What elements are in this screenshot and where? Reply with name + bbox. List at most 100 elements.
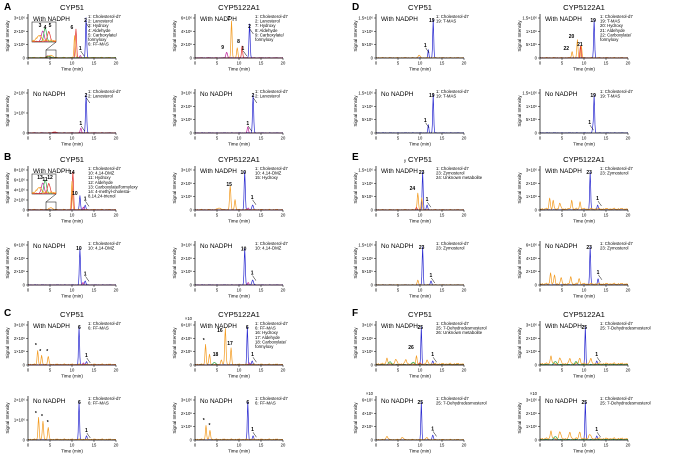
condition-label: With NADPH: [381, 168, 418, 175]
subplot-C-cyp5122-with: 0 5 10 15 20 Time (min) 0 2×10⁵ 4×10⁵ 6×10⁵ ×10 Sig…: [172, 316, 288, 379]
trace-red: [539, 45, 629, 59]
y-tick-label: 3×10⁶: [526, 323, 537, 328]
legend-entry: 7: Hydroxy: [255, 23, 276, 28]
trace-orange: [27, 350, 116, 366]
y-tick-label: 1×10⁶: [526, 349, 537, 354]
y-tick-label: 3×10⁶: [526, 168, 537, 173]
y-tick-label: 0: [535, 283, 538, 288]
condition-label: With NADPH: [200, 16, 237, 23]
x-axis-label: Time (min): [573, 449, 595, 454]
legend-entry: 14: 4-methyl-cholesta-: [88, 189, 131, 194]
y-tick-label: 4×10⁶: [181, 29, 192, 34]
y-tick-label: 5×10⁵: [362, 42, 373, 47]
peak-label: *: [35, 343, 37, 349]
x-tick-label: 20: [462, 443, 467, 448]
panel-letter-b: B: [4, 152, 11, 163]
trace-green: [375, 361, 465, 366]
x-tick-label: 20: [626, 61, 631, 66]
x-tick-label: 0: [539, 61, 542, 66]
legend-entry: 25: 7-Dehydrodesmosterol: [436, 326, 487, 331]
legend-entry: 10: 4,14-DMZ: [255, 171, 282, 176]
y-axis-label: Signal Intensity: [353, 20, 358, 52]
legend-entry: 11: Hydroxy: [88, 175, 111, 180]
peak-label: 23: [586, 170, 592, 176]
legend-entry: 6: FF-MAS: [255, 326, 276, 331]
x-tick-label: 10: [70, 288, 75, 293]
subplot-C-cyp5122-no: 0 5 10 15 20 Time (min) 0 1×10⁶ 2×10⁶ 3×10⁶ Signal…: [172, 396, 288, 454]
legend-entry: 25: 7-Dehydrodesmosterol: [600, 401, 651, 406]
x-tick-label: 15: [604, 443, 609, 448]
x-tick-label: 0: [27, 288, 30, 293]
panel-letter-d: D: [352, 2, 359, 13]
peak-label: 17: [227, 341, 233, 347]
condition-label: With NADPH: [545, 168, 582, 175]
y-tick-label: 0: [535, 438, 538, 443]
condition-label: With NADPH: [200, 168, 237, 175]
legend-entry: 2: Lanosterol: [255, 19, 280, 24]
condition-label: No NADPH: [545, 91, 578, 98]
legend-entry: 23: Zymosterol: [436, 246, 464, 251]
y-tick-label: 0: [535, 363, 538, 368]
x-tick-label: 15: [259, 61, 264, 66]
peak-pointer: [252, 432, 257, 438]
legend-entry: 8: Aldehyde: [255, 28, 278, 33]
y-tick-label: 1×10⁶: [14, 111, 25, 116]
trace-green: [539, 436, 629, 441]
x-tick-label: 5: [216, 61, 219, 66]
x-tick-label: 0: [539, 213, 542, 218]
peak-label: *: [41, 414, 43, 420]
y-tick-label: 0: [190, 56, 193, 61]
inset-peak-label: 4: [44, 25, 47, 31]
x-tick-label: 20: [281, 288, 286, 293]
legend-entry: 1: Cholesterol-d7: [600, 166, 633, 171]
legend-entry: 1: Cholesterol-d7: [88, 166, 121, 171]
subplot-C-cyp51-no: 0 5 10 15 20 Time (min) 0 1×10⁶ 2×10⁶ Signal Inte…: [5, 396, 121, 454]
legend-entry: 3: Hydroxy: [88, 23, 109, 28]
peak-label: 1: [241, 46, 244, 52]
trace-orange: [375, 436, 464, 441]
y-tick-label: 3×10⁶: [181, 168, 192, 173]
peak-label: 1: [597, 270, 600, 276]
peak-pointer: [252, 275, 257, 281]
x-tick-label: 0: [27, 213, 30, 218]
peak-label: 1: [246, 121, 249, 127]
peak-label: 1: [79, 121, 82, 127]
y-axis-label: Signal Intensity: [5, 327, 10, 359]
x-tick-label: 15: [92, 443, 97, 448]
y-tick-label: 1×10⁶: [181, 424, 192, 429]
y-axis-label: Signal Intensity: [5, 402, 10, 434]
zoom-connector: [45, 41, 57, 51]
condition-label: With NADPH: [545, 323, 582, 330]
y-multiplier-label: ×10: [366, 391, 374, 396]
subplot-D-cyp51-no: 0 5 10 15 20 Time (min) 0 5×10⁵ 1×10⁶ 1.5×10⁶Sign…: [353, 89, 469, 147]
y-tick-label: 0: [371, 438, 374, 443]
y-tick-label: 5×10⁵: [362, 117, 373, 122]
trace-magenta: [28, 127, 116, 134]
peak-pointer: [86, 97, 91, 104]
y-axis-label: Signal Intensity: [5, 20, 10, 52]
stray-glyph: y: [404, 158, 407, 163]
y-tick-label: 1×10⁶: [14, 349, 25, 354]
x-tick-label: 0: [27, 136, 30, 141]
y-tick-label: 6×10⁵: [181, 323, 192, 328]
x-tick-label: 5: [397, 288, 400, 293]
x-tick-label: 0: [27, 61, 30, 66]
x-tick-label: 5: [561, 61, 564, 66]
peak-label: 15: [226, 182, 232, 188]
x-tick-label: 10: [237, 136, 242, 141]
x-tick-label: 15: [92, 288, 97, 293]
x-axis-label: Time (min): [228, 449, 250, 454]
x-tick-label: 20: [626, 136, 631, 141]
y-tick-label: 0: [23, 208, 26, 213]
peak-label: 1: [251, 271, 254, 277]
peak-label: 1: [595, 427, 598, 433]
subplot-D-cyp5122-no: 0 5 10 15 20 Time (min) 0 5×10⁵ 1×10⁶ 1.5×10⁶Sign…: [517, 89, 633, 147]
x-tick-label: 5: [49, 61, 52, 66]
x-tick-label: 5: [397, 443, 400, 448]
peak-pointer: [243, 50, 247, 57]
y-axis-label: Signal Intensity: [172, 20, 177, 52]
peak-pointer: [432, 431, 437, 437]
x-tick-label: 5: [397, 368, 400, 373]
panel-letter-c: C: [4, 308, 11, 319]
